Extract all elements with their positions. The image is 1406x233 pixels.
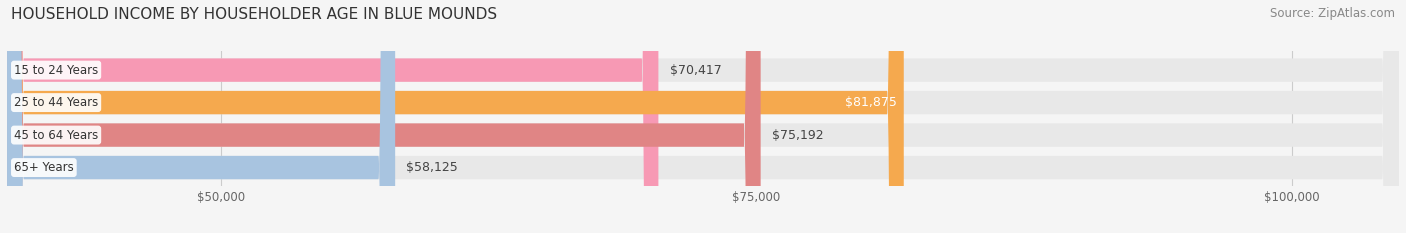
FancyBboxPatch shape xyxy=(7,0,761,233)
Text: 65+ Years: 65+ Years xyxy=(14,161,73,174)
Text: 45 to 64 Years: 45 to 64 Years xyxy=(14,129,98,142)
FancyBboxPatch shape xyxy=(7,0,1399,233)
Text: 25 to 44 Years: 25 to 44 Years xyxy=(14,96,98,109)
FancyBboxPatch shape xyxy=(7,0,904,233)
FancyBboxPatch shape xyxy=(7,0,1399,233)
FancyBboxPatch shape xyxy=(7,0,1399,233)
FancyBboxPatch shape xyxy=(7,0,1399,233)
Text: $75,192: $75,192 xyxy=(772,129,824,142)
Text: $81,875: $81,875 xyxy=(845,96,897,109)
Text: Source: ZipAtlas.com: Source: ZipAtlas.com xyxy=(1270,7,1395,20)
Text: $58,125: $58,125 xyxy=(406,161,458,174)
Text: 15 to 24 Years: 15 to 24 Years xyxy=(14,64,98,77)
Text: HOUSEHOLD INCOME BY HOUSEHOLDER AGE IN BLUE MOUNDS: HOUSEHOLD INCOME BY HOUSEHOLDER AGE IN B… xyxy=(11,7,498,22)
FancyBboxPatch shape xyxy=(7,0,395,233)
FancyBboxPatch shape xyxy=(7,0,658,233)
Text: $70,417: $70,417 xyxy=(669,64,721,77)
